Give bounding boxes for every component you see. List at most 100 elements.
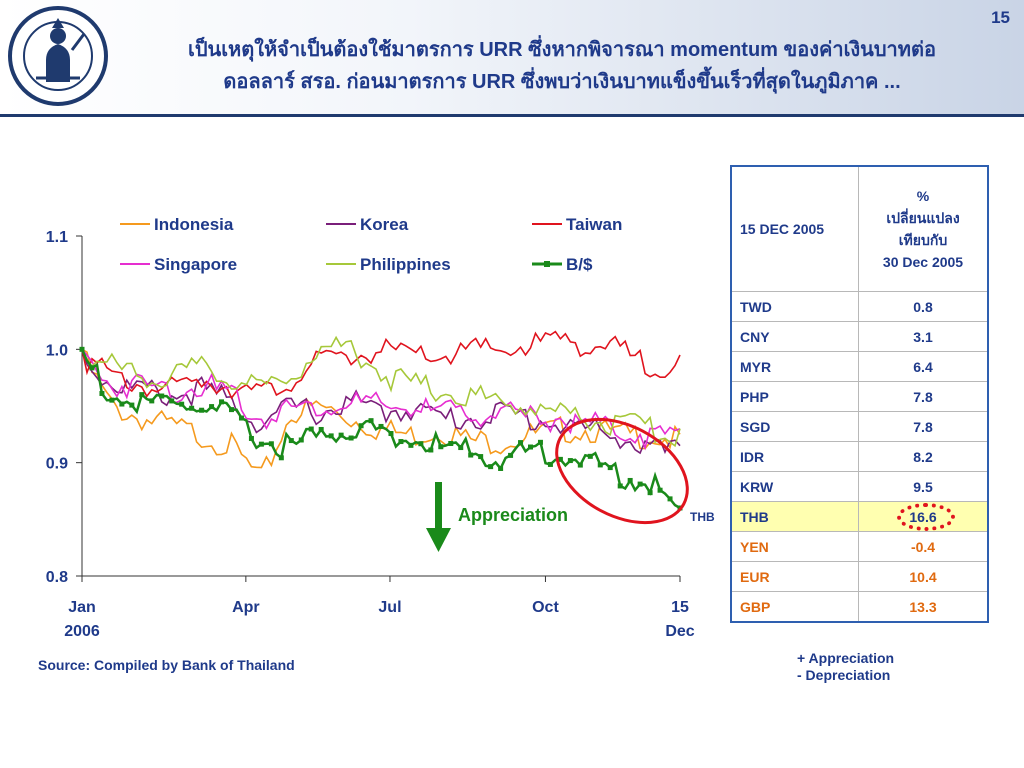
bt-marker: [508, 452, 514, 458]
series-line-taiwan: [81, 330, 681, 400]
bt-marker: [657, 487, 663, 493]
table-header-date: 15 DEC 2005: [730, 165, 859, 292]
currency-code: THB: [730, 501, 859, 532]
x-tick-label-sub: 2006: [64, 623, 100, 640]
legend-label: B/$: [566, 255, 593, 274]
bt-marker: [498, 465, 504, 471]
bt-marker: [537, 439, 543, 445]
bt-marker: [408, 442, 414, 448]
x-tick-label: Apr: [232, 599, 260, 616]
currency-code: SGD: [730, 411, 859, 442]
bt-marker: [528, 444, 533, 450]
slide-title: เป็นเหตุให้จำเป็นต้องใช้มาตรการ URR ซึ่ง…: [112, 34, 1012, 98]
table-row: EUR 10.4: [730, 561, 989, 592]
bt-marker: [557, 456, 563, 462]
x-tick-label: Jan: [68, 599, 96, 616]
bt-marker: [398, 439, 404, 445]
bt-marker: [149, 398, 155, 404]
bt-marker: [338, 432, 344, 438]
bt-marker: [368, 418, 374, 424]
title-line-1: เป็นเหตุให้จำเป็นต้องใช้มาตรการ URR ซึ่ง…: [188, 39, 936, 61]
bt-marker: [268, 441, 274, 447]
bt-marker: [378, 423, 384, 429]
bt-marker: [199, 407, 205, 413]
series-line-philippines: [81, 335, 681, 448]
bt-marker: [258, 441, 264, 447]
bt-marker: [308, 426, 314, 432]
bt-marker: [587, 453, 593, 459]
bt-marker: [278, 455, 284, 461]
legend-label: Indonesia: [154, 215, 234, 234]
y-tick-label: 0.9: [46, 456, 68, 473]
bt-marker: [109, 397, 115, 403]
bank-of-thailand-seal-logo: [8, 6, 108, 106]
header-compared: เทียบกับ: [898, 232, 948, 248]
x-tick-label-sub: Dec: [665, 623, 694, 640]
currency-code: GBP: [730, 591, 859, 623]
header-rule: [0, 114, 1024, 117]
x-tick-label: 15: [671, 599, 689, 616]
bt-marker: [617, 483, 623, 489]
x-tick-label: Jul: [378, 599, 401, 616]
bt-marker: [418, 441, 424, 447]
table-row: KRW 9.5: [730, 471, 989, 502]
bt-marker: [179, 401, 185, 407]
bt-marker: [79, 346, 85, 352]
table-row-highlighted: THB 16.6: [730, 501, 989, 532]
title-line-2: ดอลลาร์ สรอ. ก่อนมาตรการ URR ซึ่งพบว่าเง…: [223, 71, 901, 93]
table-header-row: 15 DEC 2005 % เปลี่ยนแปลง เทียบกับ 30 De…: [730, 165, 989, 292]
source-note: Source: Compiled by Bank of Thailand: [38, 657, 295, 673]
bt-marker: [288, 438, 294, 444]
note-appreciation: + Appreciation: [797, 650, 895, 666]
bt-marker: [388, 431, 394, 437]
currency-code: MYR: [730, 351, 859, 382]
bt-marker: [667, 496, 673, 502]
bt-marker: [488, 464, 494, 470]
currency-change: 7.8: [858, 381, 989, 412]
legend-label: Philippines: [360, 255, 451, 274]
table-row: MYR 6.4: [730, 351, 989, 382]
dotted-highlight-circle: [897, 502, 956, 531]
slide-header: [0, 0, 1024, 116]
legend-label: Korea: [360, 215, 409, 234]
fx-change-table: 15 DEC 2005 % เปลี่ยนแปลง เทียบกับ 30 De…: [730, 165, 989, 623]
bt-marker: [298, 437, 304, 443]
currency-change: 13.3: [858, 591, 989, 623]
currency-change: 6.4: [858, 351, 989, 382]
bt-marker: [318, 426, 324, 432]
table-row: GBP 13.3: [730, 591, 989, 623]
bt-marker: [627, 477, 633, 483]
bt-marker: [478, 454, 484, 460]
bt-marker: [637, 481, 643, 487]
table-row: PHP 7.8: [730, 381, 989, 412]
bt-marker: [119, 401, 125, 407]
currency-change: 9.5: [858, 471, 989, 502]
note-depreciation: - Depreciation: [797, 667, 891, 683]
bt-marker: [448, 440, 454, 446]
legend-label: Taiwan: [566, 215, 622, 234]
bt-marker: [577, 462, 583, 468]
currency-change: 10.4: [858, 561, 989, 592]
bt-marker: [159, 393, 165, 399]
currency-change: -0.4: [858, 531, 989, 562]
currency-change: 16.6: [858, 501, 989, 532]
bt-marker: [567, 458, 573, 464]
appreciation-arrow-head: [426, 528, 451, 552]
header-change: เปลี่ยนแปลง: [886, 210, 960, 226]
legend-label: Singapore: [154, 255, 237, 274]
appreciation-label: Appreciation: [458, 505, 568, 525]
bt-marker: [597, 462, 603, 468]
currency-code: IDR: [730, 441, 859, 472]
legend-note: + Appreciation - Depreciation: [797, 650, 894, 684]
bt-marker: [209, 404, 215, 410]
bt-marker: [169, 398, 175, 404]
circled-value: 16.6: [897, 502, 956, 531]
bt-marker: [99, 390, 105, 396]
bt-marker: [607, 465, 613, 471]
currency-code: KRW: [730, 471, 859, 502]
bt-marker: [89, 365, 95, 371]
y-tick-label: 0.8: [46, 569, 68, 586]
bt-marker: [189, 405, 195, 411]
header-percent: %: [916, 188, 930, 204]
